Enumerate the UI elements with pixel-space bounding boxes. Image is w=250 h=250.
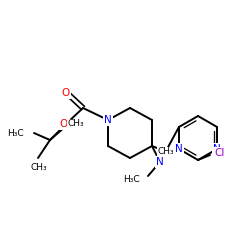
Text: CH₃: CH₃: [68, 120, 84, 128]
Text: N: N: [213, 144, 221, 154]
Text: O: O: [62, 88, 70, 98]
Text: CH₃: CH₃: [158, 148, 174, 156]
Text: O: O: [60, 119, 68, 129]
Text: N: N: [104, 115, 112, 125]
Text: CH₃: CH₃: [31, 162, 47, 172]
Text: H₃C: H₃C: [124, 176, 140, 184]
Text: N: N: [175, 144, 183, 154]
Text: N: N: [156, 157, 164, 167]
Text: H₃C: H₃C: [8, 128, 24, 138]
Text: Cl: Cl: [215, 148, 225, 158]
